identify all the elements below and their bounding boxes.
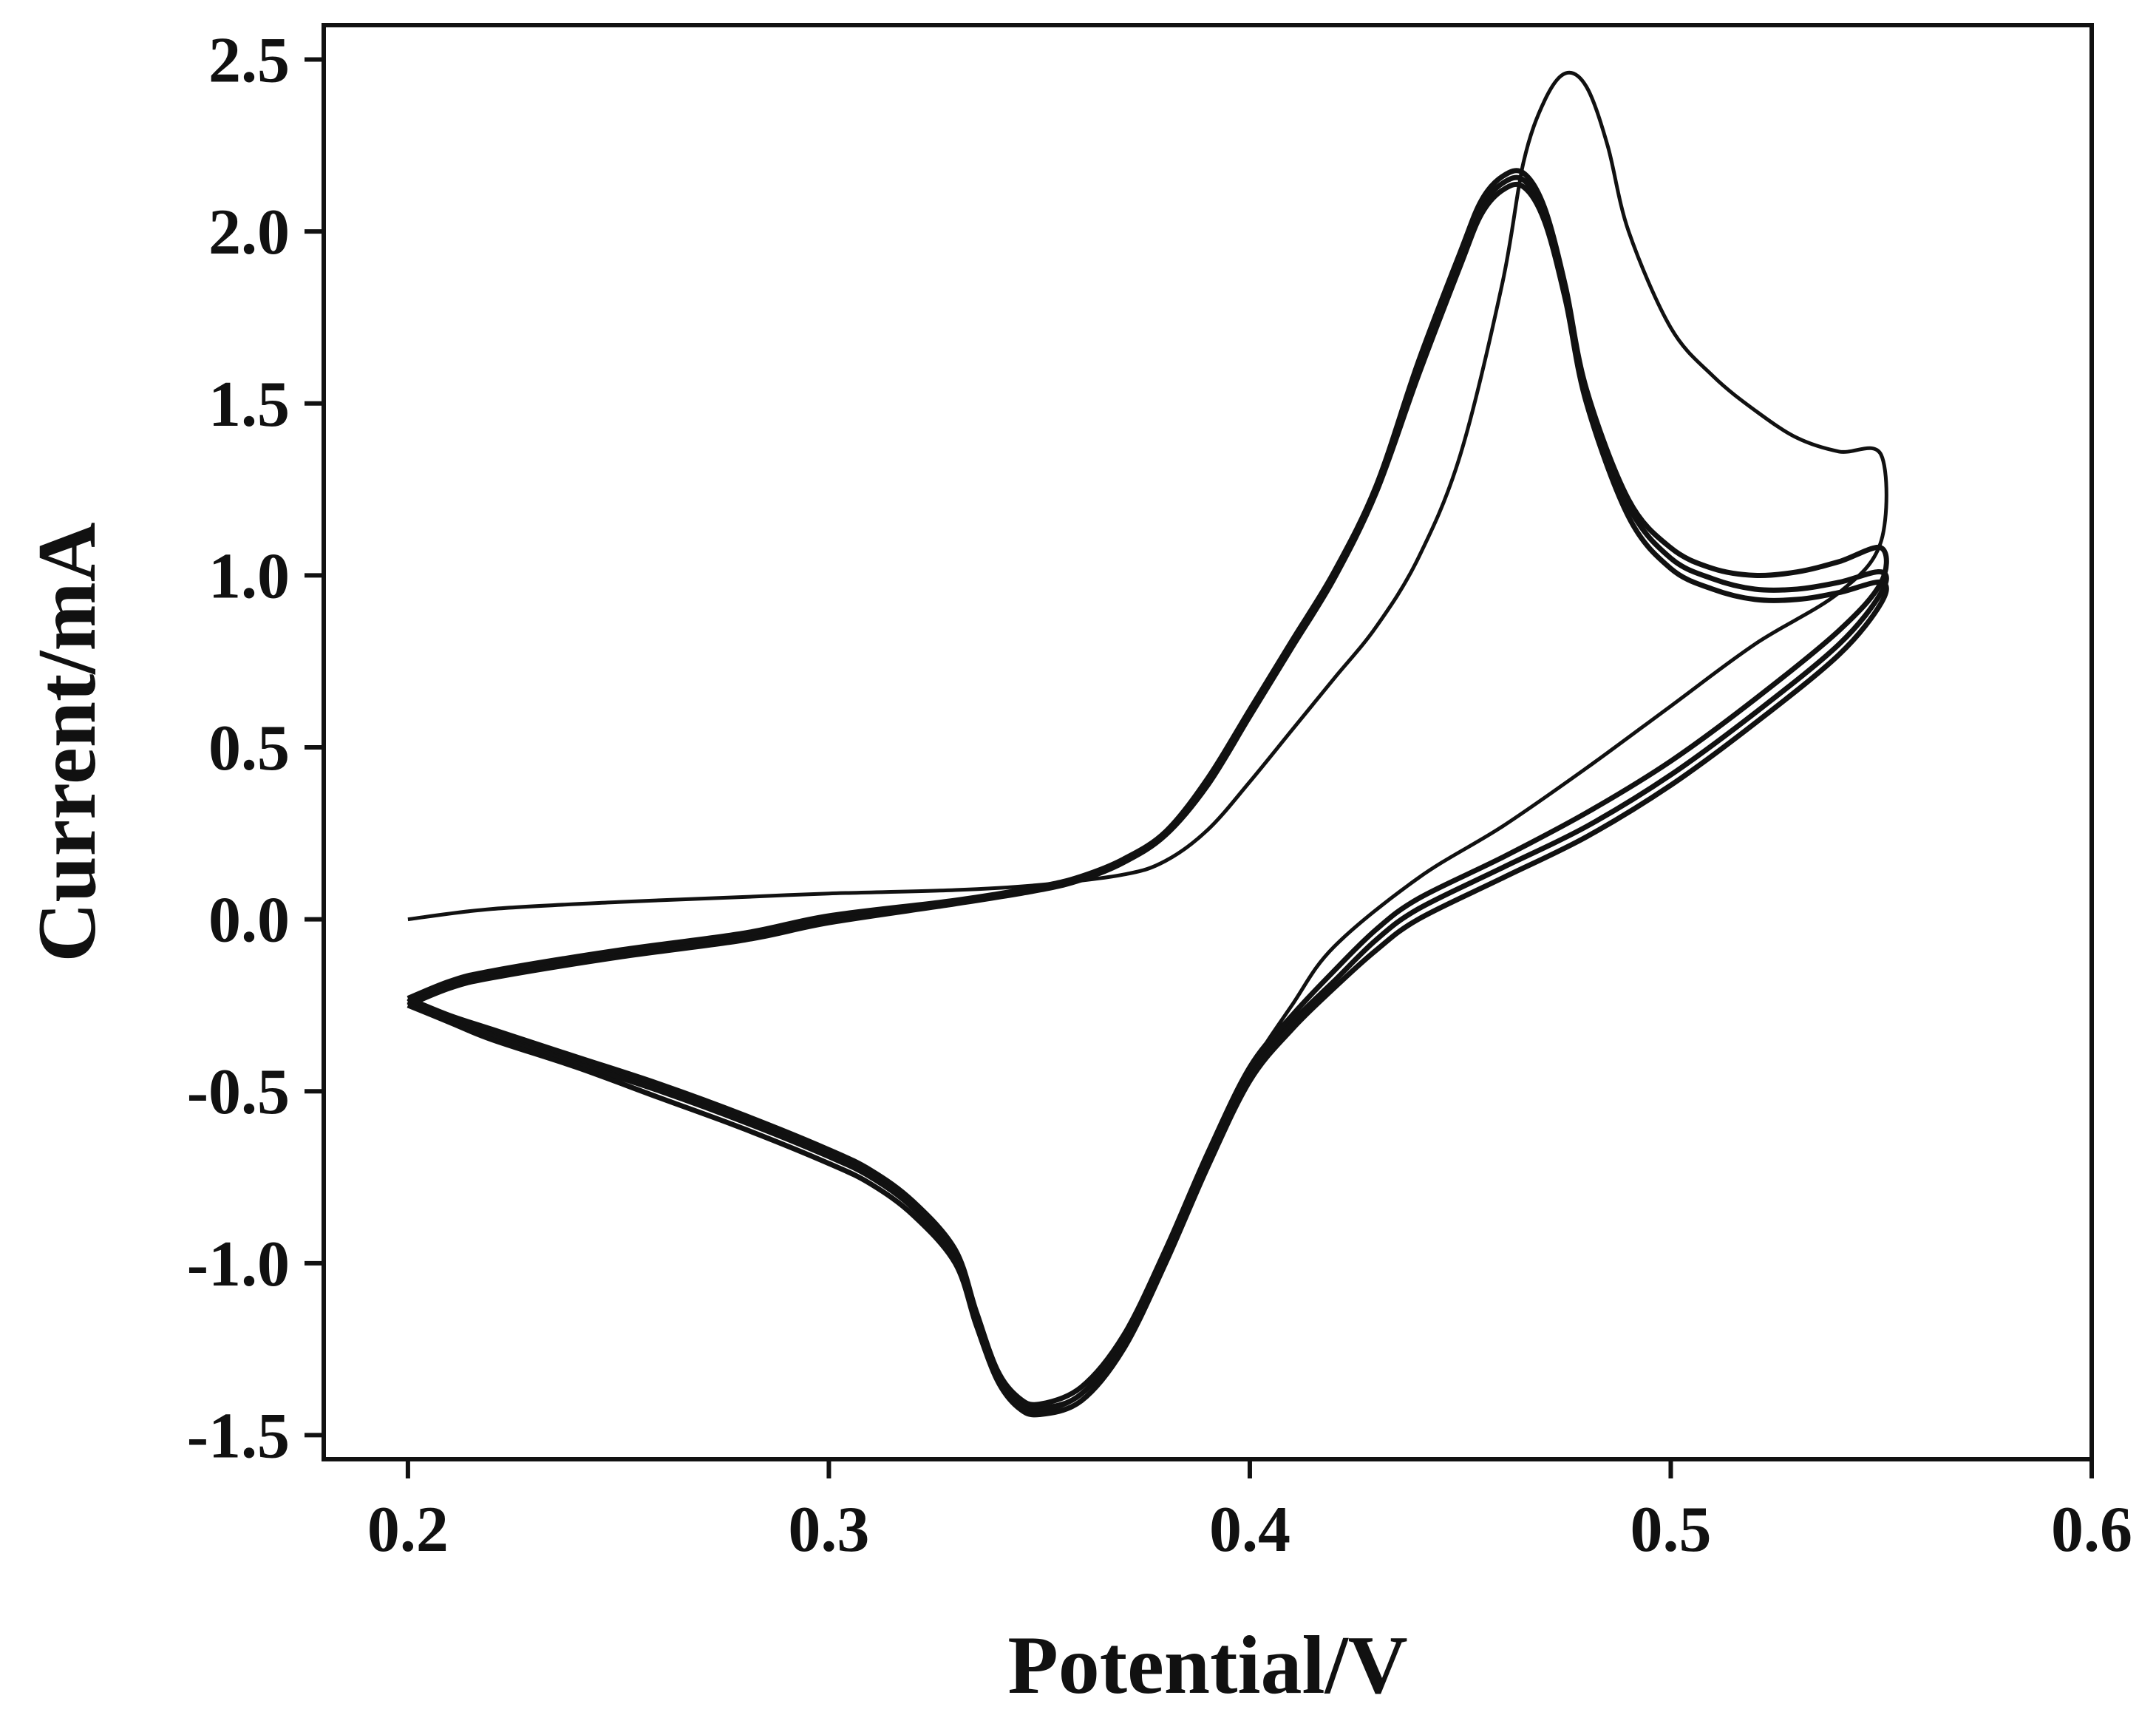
y-tick-label: -1.0 (187, 1229, 290, 1300)
y-tick-label: 1.0 (208, 540, 290, 612)
x-axis-title: Potential/V (1007, 1620, 1407, 1711)
y-tick-label: 2.5 (208, 25, 290, 97)
x-tick-label: 0.5 (1630, 1494, 1711, 1566)
cv-cycle-3-line (407, 181, 1889, 1418)
cv-cycle-2-line (407, 174, 1889, 1414)
y-tick-label: -1.5 (187, 1400, 290, 1472)
y-tick-label: 0.0 (208, 885, 290, 957)
cv-cycle-4-line (407, 168, 1889, 1407)
x-tick-label: 0.6 (2051, 1494, 2132, 1566)
y-tick-label: -0.5 (187, 1056, 290, 1128)
series-layer (407, 70, 1889, 1418)
x-tick-label: 0.2 (367, 1494, 449, 1566)
x-tick-label: 0.4 (1209, 1494, 1290, 1566)
plot-frame (322, 23, 2094, 1461)
cv-cycle-1-line (407, 70, 1888, 1410)
y-tick-label: 2.0 (208, 197, 290, 268)
ticks-layer: 0.2 0.3 0.4 0.5 0.6 -1.5 -1.0 -0.5 0.0 0.5 1.0 1.5 2… (187, 25, 2132, 1566)
x-tick-label: 0.3 (788, 1494, 869, 1566)
y-tick-label: 0.5 (208, 713, 290, 784)
y-axis-title: Current/mA (21, 522, 113, 962)
y-tick-label: 1.5 (208, 369, 290, 441)
